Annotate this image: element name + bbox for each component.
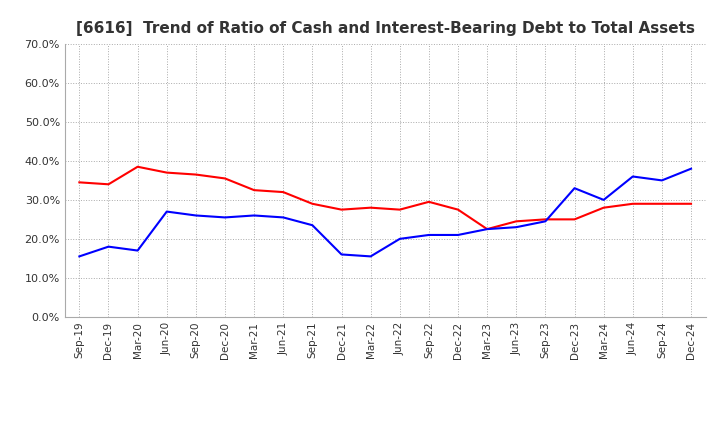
Cash — [599, 205, 608, 210]
Cash — [454, 207, 462, 212]
Cash — [541, 217, 550, 222]
Cash — [104, 182, 113, 187]
Interest-Bearing Debt — [279, 215, 287, 220]
Interest-Bearing Debt — [133, 248, 142, 253]
Interest-Bearing Debt — [541, 219, 550, 224]
Line: Interest-Bearing Debt: Interest-Bearing Debt — [79, 169, 691, 257]
Interest-Bearing Debt — [657, 178, 666, 183]
Title: [6616]  Trend of Ratio of Cash and Interest-Bearing Debt to Total Assets: [6616] Trend of Ratio of Cash and Intere… — [76, 21, 695, 36]
Interest-Bearing Debt — [599, 197, 608, 202]
Cash — [163, 170, 171, 175]
Cash — [657, 201, 666, 206]
Interest-Bearing Debt — [483, 227, 492, 232]
Interest-Bearing Debt — [163, 209, 171, 214]
Interest-Bearing Debt — [687, 166, 696, 171]
Cash — [337, 207, 346, 212]
Interest-Bearing Debt — [395, 236, 404, 242]
Cash — [483, 227, 492, 232]
Interest-Bearing Debt — [75, 254, 84, 259]
Interest-Bearing Debt — [104, 244, 113, 249]
Cash — [629, 201, 637, 206]
Interest-Bearing Debt — [220, 215, 229, 220]
Cash — [75, 180, 84, 185]
Interest-Bearing Debt — [250, 213, 258, 218]
Interest-Bearing Debt — [570, 186, 579, 191]
Interest-Bearing Debt — [425, 232, 433, 238]
Cash — [192, 172, 200, 177]
Cash — [425, 199, 433, 205]
Cash — [133, 164, 142, 169]
Interest-Bearing Debt — [192, 213, 200, 218]
Cash — [395, 207, 404, 212]
Interest-Bearing Debt — [454, 232, 462, 238]
Cash — [512, 219, 521, 224]
Cash — [366, 205, 375, 210]
Cash — [570, 217, 579, 222]
Interest-Bearing Debt — [337, 252, 346, 257]
Cash — [279, 190, 287, 195]
Cash — [687, 201, 696, 206]
Interest-Bearing Debt — [629, 174, 637, 179]
Cash — [220, 176, 229, 181]
Cash — [250, 187, 258, 193]
Line: Cash: Cash — [79, 167, 691, 229]
Interest-Bearing Debt — [308, 223, 317, 228]
Interest-Bearing Debt — [366, 254, 375, 259]
Interest-Bearing Debt — [512, 224, 521, 230]
Cash — [308, 201, 317, 206]
